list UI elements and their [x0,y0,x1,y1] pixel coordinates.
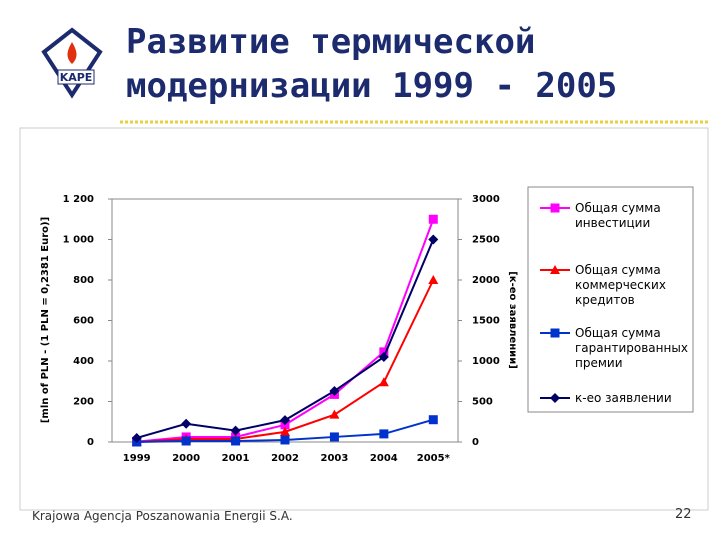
legend-marker [550,265,560,274]
data-point [231,436,241,446]
logo-shape [41,27,103,99]
legend-box [527,186,694,413]
page-number: 22 [675,507,692,522]
y-tick-label: 0 [87,437,94,448]
data-point [329,385,340,396]
y2-tick-label: 2500 [472,235,500,246]
x-tick-label: 2005* [417,453,451,464]
y2-tick-label: 500 [472,397,493,408]
x-tick-label: 2000 [172,453,200,464]
y-axis-label: [mln of PLN - (1 PLN = 0,2381 Euro)] [40,217,51,423]
x-tick-label: 2004 [370,453,398,464]
y2-tick-label: 2000 [472,275,500,286]
y2-axis-label: [к-ео заявлении] [507,271,518,369]
y-tick-label: 400 [73,356,94,367]
data-point [428,415,438,425]
data-point [379,347,389,357]
data-point [428,214,438,224]
y-tick-label: 800 [73,275,94,286]
x-tick-label: 2001 [222,453,250,464]
x-tick-label: 1999 [123,453,151,464]
y2-tick-label: 3000 [472,194,500,205]
legend-entry: Общая сумма коммерческих кредитов [575,263,666,307]
data-point [181,418,192,429]
data-point [280,426,290,436]
data-point [428,234,439,245]
y-tick-label: 1 200 [63,194,94,205]
data-point [428,275,439,284]
legend-marker [550,393,560,403]
data-point [181,436,191,446]
data-point [280,435,290,445]
y-tick-label: 600 [73,316,94,327]
logo: KAPE [41,27,103,99]
data-point [329,409,340,419]
logo-flame [67,42,77,64]
data-point [379,429,389,439]
y-tick-label: 200 [73,397,94,408]
plot-area [111,198,459,443]
x-tick-label: 2002 [271,453,299,464]
logo-plate [57,69,95,85]
legend-entry: Общая сумма гарантированных премии [575,326,688,370]
data-point [131,432,142,443]
data-point [280,415,290,426]
series-line [136,218,435,443]
legend-marker [550,328,560,338]
data-point [329,432,339,442]
logo-text: KAPE [60,71,93,84]
y-tick-label: 1 000 [63,235,94,246]
y2-tick-label: 0 [472,437,479,448]
data-point [378,351,389,362]
y2-tick-label: 1000 [472,356,500,367]
legend-entry: Общая сумма инвестиции [575,201,661,230]
title: Развитие термической модернизации 1999 -… [126,22,618,106]
y2-tick-label: 1500 [472,316,500,327]
legend-marker [550,203,560,213]
data-point [230,425,241,436]
chart-frame [19,127,709,511]
data-point [378,377,389,387]
footer: Krajowa Agencja Poszanowania Energii S.A… [32,509,293,523]
legend-entry: к-ео заявлении [575,391,672,405]
x-tick-label: 2003 [321,453,349,464]
